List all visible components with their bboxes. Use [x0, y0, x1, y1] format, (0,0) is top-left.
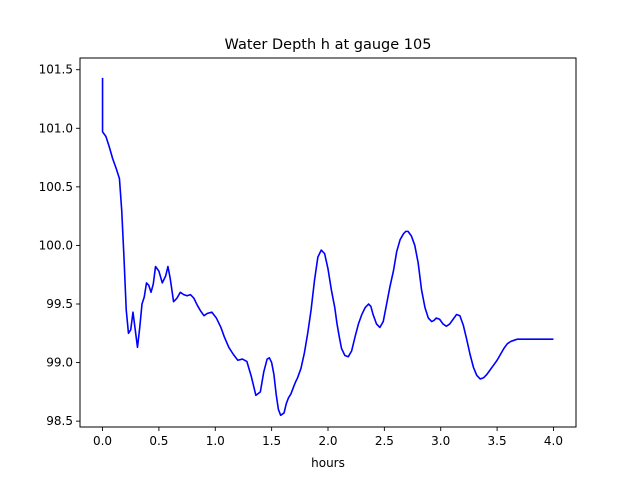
- y-tick-label: 99.5: [46, 297, 73, 311]
- x-tick-label: 2.5: [375, 434, 394, 448]
- x-tick-label: 3.0: [431, 434, 450, 448]
- y-tick-label: 101.5: [39, 63, 73, 77]
- y-axis-ticks: 98.5 99.0 99.5 100.0 100.5 101.0 101.5: [39, 63, 80, 428]
- plot-area: [101, 77, 554, 417]
- y-tick-label: 99.0: [46, 356, 73, 370]
- x-tick-label: 0.0: [93, 434, 112, 448]
- x-tick-label: 1.5: [262, 434, 281, 448]
- y-tick-label: 100.0: [39, 238, 73, 252]
- x-tick-label: 4.0: [544, 434, 563, 448]
- y-tick-label: 101.0: [39, 121, 73, 135]
- x-tick-label: 2.0: [318, 434, 337, 448]
- x-axis-ticks: 0.0 0.5 1.0 1.5 2.0 2.5 3.0 3.5 4.0: [93, 427, 563, 448]
- y-tick-label: 98.5: [46, 414, 73, 428]
- x-axis-label: hours: [311, 456, 345, 470]
- x-tick-label: 0.5: [149, 434, 168, 448]
- series-line-0: [101, 77, 554, 417]
- x-tick-label: 1.0: [206, 434, 225, 448]
- axes-frame: [79, 57, 577, 428]
- x-tick-label: 3.5: [488, 434, 507, 448]
- y-tick-label: 100.5: [39, 180, 73, 194]
- chart-title: Water Depth h at gauge 105: [225, 37, 432, 53]
